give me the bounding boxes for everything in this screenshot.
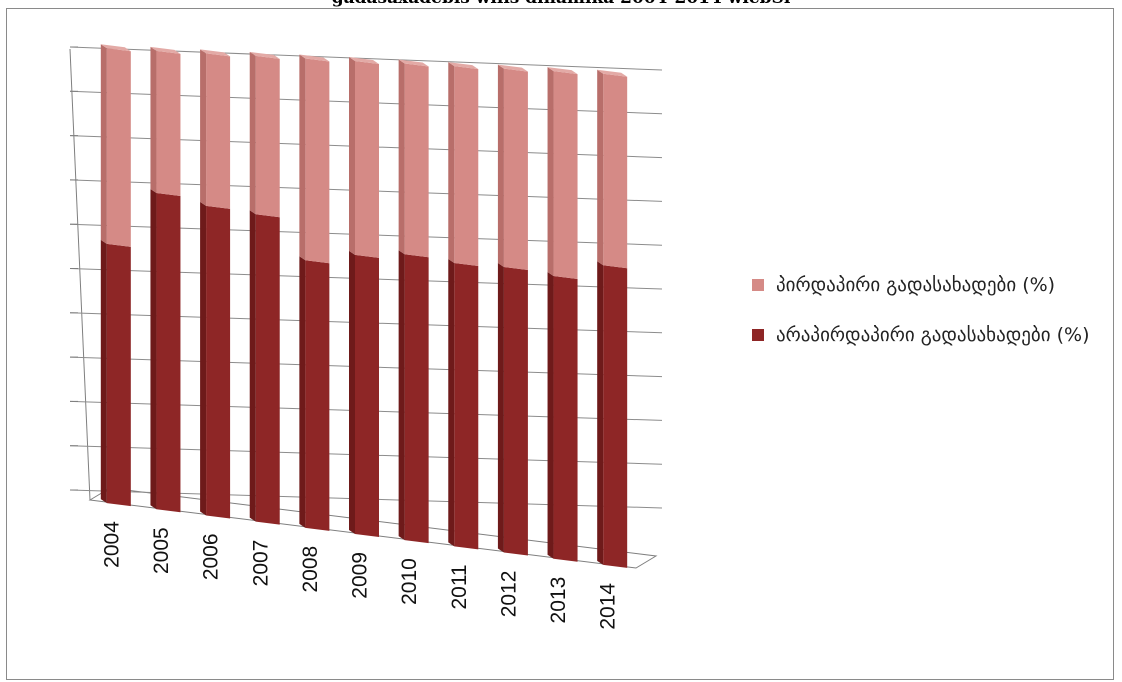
- bar-2007-direct: [249, 51, 280, 218]
- legend-item-indirect: არაპირდაპირი გადასახადები (%): [752, 320, 1112, 350]
- x-tick-label-2004: 2004: [100, 521, 123, 568]
- legend-label-direct: პირდაპირი გადასახადები (%): [776, 274, 1056, 296]
- x-tick-labels: 2004 2005 2006 2007 2008 2009 2010 2011 2012 2013…: [100, 521, 619, 630]
- x-tick-label-2011: 2011: [448, 564, 471, 609]
- x-tick-label-2006: 2006: [200, 533, 223, 580]
- bar-2009-direct: [349, 57, 379, 258]
- bar-2004-indirect: [100, 239, 131, 507]
- x-tick-label-2008: 2008: [299, 546, 322, 593]
- bar-2007-indirect: [249, 210, 280, 525]
- bar-2013-indirect: [547, 271, 578, 562]
- bar-2008-indirect: [299, 256, 330, 531]
- legend-item-direct: პირდაპირი გადასახადები (%): [752, 270, 1112, 300]
- legend: პირდაპირი გადასახადები (%) არაპირდაპირი …: [752, 270, 1112, 370]
- bar-2008-direct: [299, 54, 330, 264]
- bar-2013-direct: [547, 67, 578, 279]
- bar-2004-direct: [100, 44, 131, 247]
- bar-2014-indirect: [597, 261, 628, 568]
- bar-2005-indirect: [150, 188, 181, 513]
- bar-2005-direct: [150, 46, 181, 196]
- legend-label-indirect: არაპირდაპირი გადასახადები (%): [776, 324, 1090, 346]
- legend-swatch-direct: [752, 279, 764, 291]
- bar-2010-direct: [398, 59, 429, 258]
- bar-2012-direct: [497, 64, 528, 271]
- bar-2006-direct: [200, 49, 231, 209]
- x-tick-label-2007: 2007: [249, 540, 272, 587]
- x-tick-label-2009: 2009: [349, 552, 372, 599]
- x-tick-label-2012: 2012: [497, 571, 520, 618]
- chart-title: gadasaxadebis wilis dinamika 2004-2014 w…: [0, 0, 1122, 8]
- x-tick-label-2013: 2013: [547, 577, 570, 624]
- chart-bars: [100, 44, 628, 568]
- x-tick-label-2005: 2005: [150, 527, 173, 574]
- bar-2011-indirect: [448, 259, 479, 550]
- bar-2010-indirect: [398, 250, 429, 544]
- bar-2006-indirect: [200, 201, 231, 519]
- x-tick-label-2010: 2010: [398, 558, 421, 605]
- bar-2011-direct: [448, 62, 479, 267]
- x-tick-label-2014: 2014: [597, 583, 620, 630]
- bar-2009-indirect: [349, 250, 379, 537]
- bar-2014-direct: [597, 69, 628, 269]
- bar-2012-indirect: [497, 263, 528, 556]
- legend-swatch-indirect: [752, 329, 764, 341]
